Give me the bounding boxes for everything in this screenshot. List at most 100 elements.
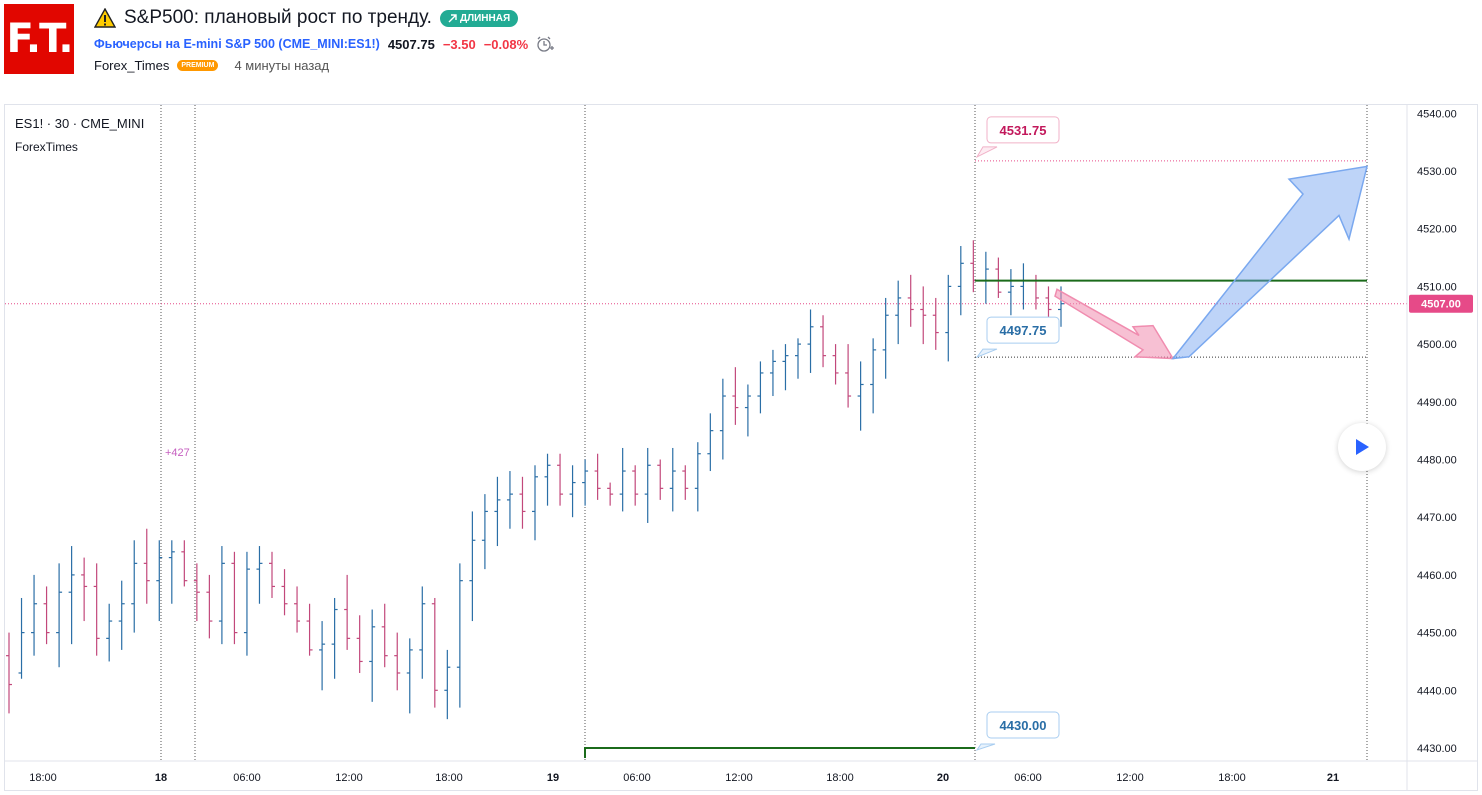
ohlc-bar <box>532 465 538 541</box>
ohlc-bar <box>757 361 764 414</box>
ohlc-bar <box>682 465 689 500</box>
ohlc-bar <box>281 569 288 616</box>
price-tick-label: 4520.00 <box>1417 224 1457 236</box>
arrow-up-right-icon <box>448 13 457 22</box>
ohlc-bar <box>256 546 263 604</box>
target-low-box <box>986 316 1060 344</box>
ohlc-bar <box>444 649 451 720</box>
ohlc-bar <box>769 349 776 397</box>
time-tick-label: 18:00 <box>435 772 463 784</box>
warning-icon <box>94 8 116 28</box>
ohlc-bar <box>594 453 601 500</box>
ohlc-bar <box>694 442 701 512</box>
ohlc-bar <box>644 447 651 523</box>
chart-symbol-info: ES1! · 30 · CME_MINI <box>15 116 144 131</box>
ohlc-bar <box>506 471 513 529</box>
price-tick-label: 4430.00 <box>1417 743 1457 755</box>
ohlc-bar <box>932 297 939 350</box>
ohlc-bar <box>18 597 25 679</box>
time-tick-label: 06:00 <box>1014 772 1042 784</box>
premium-badge: PREMIUM <box>177 60 219 71</box>
ohlc-bar <box>582 459 589 506</box>
price-tick-label: 4470.00 <box>1417 512 1457 524</box>
ohlc-bar <box>669 447 676 512</box>
ohlc-bar <box>381 603 388 668</box>
author-name[interactable]: Forex_Times <box>94 58 170 73</box>
ohlc-bar <box>306 603 313 656</box>
ohlc-bar <box>882 297 889 379</box>
target-high-box <box>986 116 1060 144</box>
target-high-callout-tail <box>975 146 998 159</box>
ohlc-bar <box>331 597 338 679</box>
symbol-link[interactable]: Фьючерсы на E-mini S&P 500 (CME_MINI:ES1… <box>94 37 380 51</box>
ohlc-bar <box>619 447 626 512</box>
time-tick-label: 06:00 <box>233 772 261 784</box>
idea-title: S&P500: плановый рост по тренду. <box>124 7 432 28</box>
price-tick-label: 4460.00 <box>1417 570 1457 582</box>
ohlc-bar <box>982 251 989 304</box>
time-tick-label: 18 <box>155 772 167 784</box>
ohlc-bar <box>143 528 150 604</box>
ohlc-bar <box>156 540 163 622</box>
ohlc-bar <box>744 384 751 437</box>
down-arrow-shape <box>1054 288 1175 360</box>
ohlc-bar <box>895 280 902 345</box>
time-tick-label: 06:00 <box>623 772 651 784</box>
current-price-badge <box>1409 294 1473 313</box>
price-tick-label: 4510.00 <box>1417 281 1457 293</box>
ohlc-bar <box>181 540 188 587</box>
ohlc-bar <box>269 551 275 598</box>
time-tick-label: 18:00 <box>1218 772 1246 784</box>
ohlc-bar <box>93 563 100 656</box>
logo[interactable]: F.T. <box>4 4 74 74</box>
ohlc-bar <box>218 546 225 645</box>
price-change: −3.50 <box>442 36 476 52</box>
ohlc-bar <box>657 459 664 500</box>
ohlc-bar <box>907 274 914 327</box>
price-tick-label: 4500.00 <box>1417 339 1457 351</box>
ohlc-bar <box>131 540 138 633</box>
ohlc-bar <box>1007 269 1014 316</box>
ohlc-bar <box>832 344 839 385</box>
ohlc-bar <box>845 344 852 408</box>
play-replay-button[interactable] <box>1338 423 1386 471</box>
price-tick-label: 4440.00 <box>1417 685 1457 697</box>
up-arrow-shape <box>1171 165 1369 360</box>
support-line <box>584 747 975 758</box>
ohlc-bar <box>820 315 827 368</box>
ohlc-bar <box>544 453 551 506</box>
price-tick-label: 4480.00 <box>1417 455 1457 467</box>
ohlc-bar <box>870 338 877 414</box>
ohlc-bar <box>607 482 614 506</box>
symbol-row: Фьючерсы на E-mini S&P 500 (CME_MINI:ES1… <box>94 35 555 53</box>
price-tick-label: 4490.00 <box>1417 397 1457 409</box>
ohlc-bar <box>356 615 363 673</box>
ohlc-bar <box>481 494 488 570</box>
price-change-percent: −0.08% <box>483 36 529 52</box>
chart-canvas[interactable]: 4531.75 4497.75 4430.00 4540.00 4530.00 4520… <box>5 105 1477 790</box>
chart-publisher: ForexTimes <box>15 140 78 154</box>
ohlc-bar <box>469 511 476 622</box>
ohlc-bar <box>857 361 864 431</box>
ohlc-bar <box>782 344 789 391</box>
ohlc-bar <box>707 413 714 472</box>
ohlc-bar <box>557 453 564 506</box>
price-tick-label: 4450.00 <box>1417 628 1457 640</box>
target-low-label: 4497.75 <box>1000 323 1047 338</box>
time-tick-label: 12:00 <box>335 772 363 784</box>
ohlc-bar <box>206 574 213 639</box>
target-low-callout-tail <box>975 348 998 359</box>
ohlc-bar <box>632 465 639 506</box>
ohlc-bar <box>294 586 301 633</box>
ohlc-bar <box>319 621 326 691</box>
ohlc-bar <box>56 563 63 668</box>
alarm-clock-icon[interactable] <box>536 35 555 53</box>
chart-area[interactable]: 4531.75 4497.75 4430.00 4540.00 4530.00 4520… <box>4 104 1478 791</box>
ohlc-bar <box>795 338 801 379</box>
ohlc-bar <box>81 557 88 622</box>
time-tick-label: 19 <box>547 772 559 784</box>
ohlc-bar <box>957 246 964 316</box>
time-tick-label: 18:00 <box>826 772 854 784</box>
author-row: Forex_Times PREMIUM 4 минуты назад <box>94 58 329 73</box>
last-price: 4507.75 <box>387 36 435 52</box>
